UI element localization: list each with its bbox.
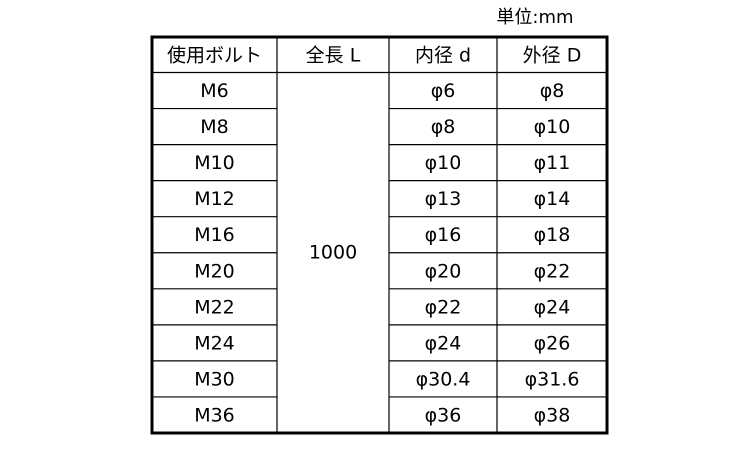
cell: φ31.6 xyxy=(525,368,580,390)
column-header: 使用ボルト xyxy=(167,44,262,66)
cell: φ36 xyxy=(425,404,462,426)
cell: M20 xyxy=(194,260,235,282)
cell: φ10 xyxy=(534,116,571,138)
column-header: 内径 d xyxy=(415,44,471,66)
cell: φ8 xyxy=(540,80,565,102)
cell: φ6 xyxy=(431,80,456,102)
cell: M16 xyxy=(194,224,235,246)
cell: φ14 xyxy=(534,188,571,210)
cell: φ22 xyxy=(425,296,462,318)
cell: φ16 xyxy=(425,224,462,246)
table-border xyxy=(150,35,609,435)
cell: M10 xyxy=(194,152,235,174)
cell: φ10 xyxy=(425,152,462,174)
cell: φ24 xyxy=(534,296,571,318)
cell: φ8 xyxy=(431,116,456,138)
cell: M8 xyxy=(200,116,228,138)
cell: φ13 xyxy=(425,188,462,210)
cell: φ20 xyxy=(425,260,462,282)
cell: φ38 xyxy=(534,404,571,426)
column-header: 全長 L xyxy=(306,44,361,66)
cell: M6 xyxy=(200,80,228,102)
cell: φ30.4 xyxy=(416,368,471,390)
cell: M30 xyxy=(194,368,235,390)
cell: φ26 xyxy=(534,332,571,354)
length-cell: 1000 xyxy=(309,241,357,263)
cell: φ22 xyxy=(534,260,571,282)
cell: M36 xyxy=(194,404,235,426)
cell: φ24 xyxy=(425,332,462,354)
unit-label: 単位:mm xyxy=(496,7,573,28)
cell: φ11 xyxy=(534,152,571,174)
cell: M12 xyxy=(194,188,235,210)
cell: M22 xyxy=(194,296,235,318)
cell: M24 xyxy=(194,332,235,354)
column-header: 外径 D xyxy=(523,44,582,66)
cell: φ18 xyxy=(534,224,571,246)
